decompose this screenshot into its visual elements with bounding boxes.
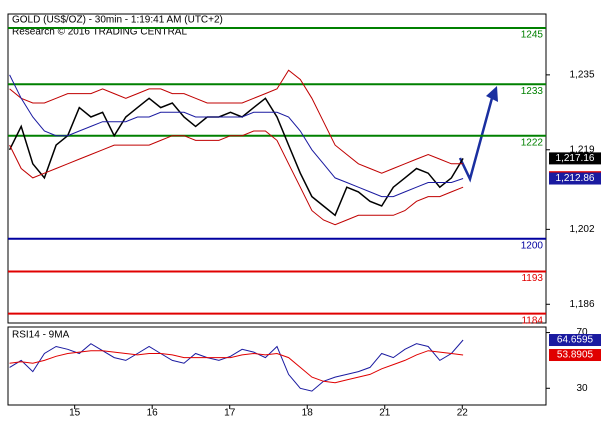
projection-arrow [458, 86, 498, 183]
x-tick-label: 15 [69, 408, 81, 419]
price-tag-box [549, 172, 601, 185]
x-tick-label: 16 [147, 408, 159, 419]
x-tick-label: 22 [457, 408, 469, 419]
series-line [9, 69, 464, 174]
x-tick-label: 17 [224, 408, 236, 419]
value-tag: 53.8905 [557, 350, 594, 361]
value-tag: 64.6595 [557, 335, 594, 346]
price-tag-box [549, 152, 601, 165]
value-tag-box [549, 349, 601, 362]
y-tick-label: 1,235 [569, 70, 594, 81]
level-label: 1245 [521, 30, 544, 41]
y-tick-label: 30 [576, 383, 588, 394]
series-line [9, 350, 464, 384]
series-line [9, 74, 464, 198]
y-tick-label: 1,186 [569, 299, 594, 310]
level-label: 1184 [521, 315, 543, 326]
value-tag-box [549, 334, 601, 347]
price-tag: 1,212.86 [556, 173, 595, 184]
level-label: 1222 [521, 137, 544, 148]
rsi-title: RSI14 - 9MA [12, 330, 70, 341]
level-label: 1233 [521, 86, 544, 97]
level-label: 1200 [521, 240, 544, 251]
chart-subtitle: Research © 2016 TRADING CENTRAL [12, 27, 187, 38]
x-tick-label: 18 [302, 408, 314, 419]
y-tick-label: 1,202 [569, 224, 594, 235]
level-label: 1193 [521, 273, 543, 284]
price-tag: 1,217.16 [556, 153, 595, 164]
y-tick-label: 1,219 [569, 144, 594, 155]
x-tick-label: 21 [379, 408, 391, 419]
series-line [9, 339, 464, 392]
y-tick-label: 70 [576, 327, 588, 338]
chart-title: GOLD (US$/OZ) - 30min - 1:19:41 AM (UTC+… [12, 15, 223, 26]
rsi-panel [7, 326, 547, 406]
series-line [8, 97, 464, 217]
main-panel [7, 13, 547, 324]
series-line [9, 130, 464, 226]
